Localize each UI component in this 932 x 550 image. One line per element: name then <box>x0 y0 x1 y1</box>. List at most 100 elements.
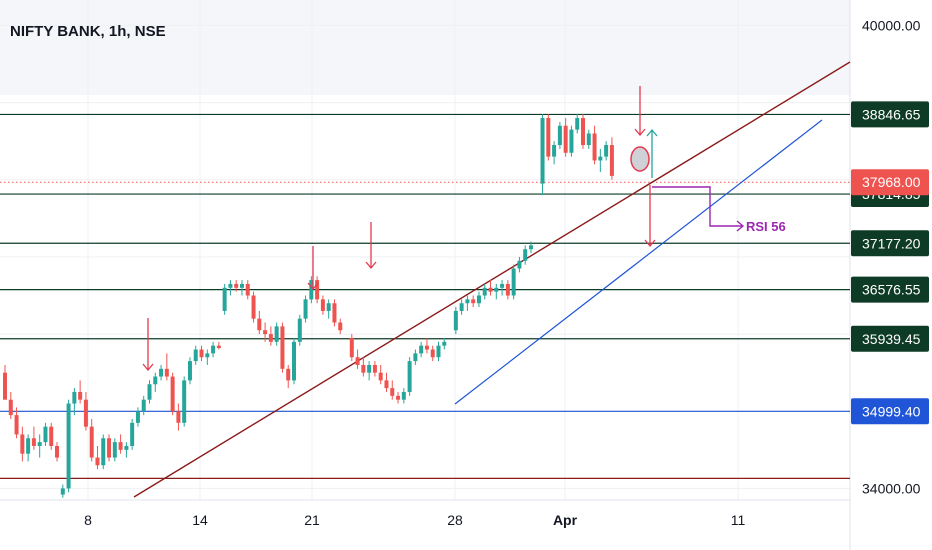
candle-body <box>297 318 302 342</box>
candle-body <box>442 341 447 346</box>
candle <box>251 291 256 323</box>
candle-body <box>367 364 372 373</box>
candle <box>453 307 458 335</box>
candle <box>609 137 614 180</box>
current-price-tag-bg <box>851 169 929 196</box>
candle-body <box>430 349 435 358</box>
candle <box>332 299 337 327</box>
price-tag-2: 37177.20 <box>862 235 921 251</box>
y-tick-label: 34000.00 <box>862 480 921 496</box>
candle <box>320 295 325 315</box>
candle <box>14 407 19 439</box>
candle-body <box>303 299 308 319</box>
candle-body <box>66 403 71 489</box>
time-axis[interactable]: 8 14 21 28 Apr 11 <box>84 512 745 528</box>
down-arrow-4 <box>634 86 646 137</box>
down-arrow-2 <box>307 246 319 291</box>
candle-body <box>563 125 568 153</box>
candle <box>8 391 13 419</box>
candle-body <box>575 118 580 130</box>
arrow-head <box>644 239 656 248</box>
candle-body <box>523 249 528 261</box>
candle <box>159 364 164 381</box>
candle <box>494 283 499 300</box>
candle-body <box>465 299 470 304</box>
horizontal-levels <box>0 113 850 479</box>
candle-body <box>349 337 354 358</box>
candle-body <box>482 287 487 296</box>
candle <box>569 125 574 157</box>
candle-body <box>43 426 48 443</box>
x-tick-label: 11 <box>731 512 746 528</box>
candle-body <box>55 445 60 458</box>
candle-body <box>124 445 129 450</box>
candle-body <box>8 399 13 416</box>
candle-body <box>546 118 551 157</box>
candle-body <box>193 349 198 362</box>
candle-body <box>199 349 204 358</box>
candle <box>459 299 464 315</box>
candle <box>390 380 395 400</box>
candle <box>49 422 54 450</box>
candle-body <box>234 283 239 288</box>
candle-body <box>112 442 117 458</box>
candle-body <box>500 283 505 288</box>
candle <box>471 295 476 308</box>
candle <box>384 372 389 392</box>
up-arrow <box>646 128 658 178</box>
candle <box>500 280 505 296</box>
rsi-connector-head <box>736 220 745 232</box>
candle <box>66 399 71 493</box>
price-axis[interactable]: 40000.0034000.0038846.6537814.8537177.20… <box>851 17 930 496</box>
price-tag-bg <box>851 276 929 303</box>
candle <box>20 426 25 462</box>
candle <box>424 337 429 354</box>
candle <box>419 341 424 358</box>
grid-lines <box>0 0 851 550</box>
candle <box>488 280 493 296</box>
candle <box>135 407 140 427</box>
candle <box>216 341 221 350</box>
candle <box>78 380 83 404</box>
candle <box>124 442 129 458</box>
candle-body <box>401 391 406 400</box>
y-tick-label: 40000.00 <box>862 17 921 33</box>
candle <box>563 118 568 157</box>
candle <box>118 434 123 454</box>
candle-body <box>164 368 169 377</box>
candle-body <box>315 280 320 300</box>
rsi-label: RSI 56 <box>746 219 786 234</box>
candle-body <box>20 434 25 454</box>
candle-body <box>107 438 112 458</box>
down-arrow-1 <box>142 318 154 372</box>
candle-body <box>390 388 395 396</box>
candle-body <box>187 361 192 381</box>
candle <box>465 295 470 311</box>
candle <box>361 357 366 377</box>
candle-body <box>216 345 221 348</box>
candle <box>205 349 210 365</box>
candle <box>257 310 262 335</box>
rsi-connector <box>652 186 743 227</box>
candle <box>141 395 146 416</box>
candle-body <box>361 364 366 373</box>
candle-body <box>320 299 325 311</box>
current-price-tag: 37968.00 <box>862 174 921 190</box>
candle-body <box>72 391 77 404</box>
candle <box>199 345 204 362</box>
candle-body <box>424 345 429 350</box>
candle-body <box>552 145 557 157</box>
candle-body <box>101 438 106 466</box>
x-tick-label: Apr <box>553 512 578 528</box>
x-tick-label: 8 <box>84 512 92 528</box>
candle-body <box>268 334 273 342</box>
candle <box>396 391 401 404</box>
price-tag-3: 36576.55 <box>862 282 921 298</box>
candle-body <box>476 295 481 304</box>
candle-body <box>60 488 65 495</box>
candle <box>274 322 279 346</box>
price-tag-0: 38846.65 <box>862 106 921 122</box>
candle <box>557 121 562 149</box>
candle-body <box>419 345 424 354</box>
